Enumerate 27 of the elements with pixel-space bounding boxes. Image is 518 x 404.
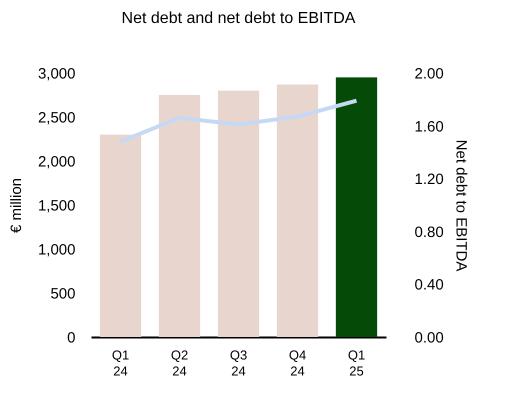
- x-tick-label: Q3 24: [230, 348, 248, 378]
- y2-tick-label: 0.00: [414, 330, 444, 346]
- line-series: [118, 98, 358, 144]
- y2-axis-title: Net debt to EBITDA: [452, 140, 470, 272]
- bar: [218, 90, 260, 337]
- bar: [158, 95, 200, 337]
- y-tick-label: 2,500: [38, 110, 76, 126]
- y-tick-label: 0: [67, 330, 76, 346]
- x-tick-label: Q2 24: [170, 348, 188, 378]
- bar: [336, 77, 378, 337]
- y2-tick-label: 1.20: [414, 171, 444, 188]
- y2-tick-label: 1.60: [414, 118, 444, 136]
- bar: [276, 84, 318, 337]
- x-tick-label: Q4 24: [288, 348, 306, 378]
- y2-tick-label: 2.00: [414, 66, 444, 82]
- y-tick-label: 2,000: [38, 154, 76, 170]
- y-tick-label: 1,500: [38, 198, 76, 214]
- y2-tick-label: 0.40: [414, 276, 444, 294]
- x-tick-label: Q1 24: [112, 348, 130, 378]
- y-tick-label: 1,000: [38, 242, 76, 258]
- x-tick-label: Q1 25: [348, 348, 366, 378]
- y-tick-label: 500: [50, 286, 76, 302]
- y-axis-title: € million: [8, 178, 25, 234]
- chart-title: Net debt and net debt to EBITDA: [122, 10, 356, 27]
- y2-tick-label: 0.80: [414, 224, 444, 241]
- bar: [100, 134, 142, 337]
- y-tick-label: 3,000: [38, 66, 76, 82]
